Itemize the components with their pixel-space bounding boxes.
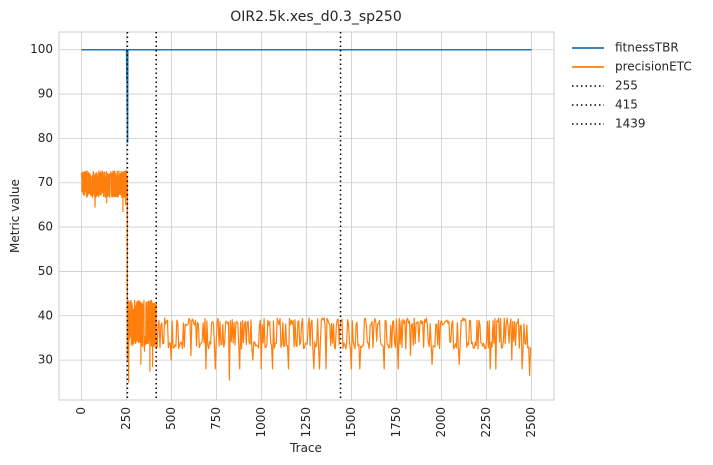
vertical-lines <box>126 32 342 400</box>
x-tick-label: 2250 <box>479 407 493 438</box>
y-tick-label: 50 <box>38 264 53 278</box>
legend-label-255: 255 <box>615 79 638 93</box>
x-tick-label: 0 <box>74 407 88 415</box>
x-axis-title: Trace <box>289 441 322 455</box>
x-tick-label: 2500 <box>524 407 538 438</box>
y-axis-ticks: 30 40 50 60 70 80 90 100 <box>30 42 53 366</box>
x-axis-ticks: 0 250 500 750 1000 1250 1500 1750 2000 2250 2500 <box>74 407 538 438</box>
series-line-precisionETC <box>80 170 532 383</box>
x-tick-label: 250 <box>119 407 133 430</box>
legend: fitnessTBR precisionETC 255 415 1439 <box>572 41 692 131</box>
x-tick-label: 2000 <box>434 407 448 438</box>
x-tick-label: 750 <box>209 407 223 430</box>
x-tick-label: 1000 <box>254 407 268 438</box>
y-tick-label: 30 <box>38 353 53 367</box>
series-layer <box>80 48 532 383</box>
y-tick-label: 40 <box>38 308 53 322</box>
y-axis-title: Metric value <box>8 179 22 253</box>
legend-label-precisionETC: precisionETC <box>615 60 692 74</box>
legend-label-1439: 1439 <box>615 117 646 131</box>
x-tick-label: 500 <box>164 407 178 430</box>
x-tick-label: 1750 <box>389 407 403 438</box>
x-tick-label: 1250 <box>299 407 313 438</box>
y-tick-label: 90 <box>38 87 53 101</box>
series-line-fitnessTBR <box>81 48 532 143</box>
legend-label-415: 415 <box>615 98 638 112</box>
y-tick-label: 60 <box>38 220 53 234</box>
legend-label-fitnessTBR: fitnessTBR <box>615 41 679 55</box>
y-tick-label: 80 <box>38 131 53 145</box>
x-tick-label: 1500 <box>344 407 358 438</box>
chart-title: OIR2.5k.xes_d0.3_sp250 <box>230 9 402 25</box>
y-tick-label: 100 <box>30 42 53 56</box>
y-tick-label: 70 <box>38 175 53 189</box>
